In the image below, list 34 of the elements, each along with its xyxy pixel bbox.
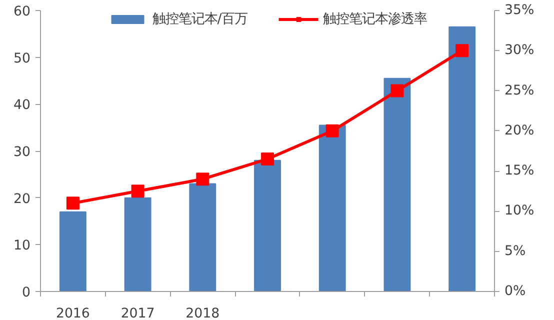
y2-tick-label: 10% — [504, 204, 534, 219]
point — [390, 84, 404, 98]
point — [456, 44, 469, 58]
bar — [254, 160, 281, 292]
y2-tick-label: 5% — [504, 244, 526, 259]
point — [326, 124, 339, 138]
bar — [124, 197, 152, 292]
bar — [318, 124, 346, 292]
y-tick-label: 40 — [14, 98, 31, 114]
x-tick-label: 2017 — [120, 306, 155, 320]
y-tick-label: 10 — [14, 238, 31, 254]
bar — [448, 26, 476, 292]
y-tick-label: 0 — [22, 286, 31, 300]
legend-label: 触控笔记本/百万 — [152, 10, 248, 28]
x-tick-label: 2018 — [186, 306, 220, 320]
y-tick-label: 20 — [14, 192, 31, 207]
y2-tick-label: 0% — [504, 284, 526, 299]
x-tick-label: 2016 — [56, 306, 90, 320]
y-tick-label: 30 — [14, 145, 31, 160]
y2-tick-label: 25% — [504, 83, 534, 98]
legend-label: 触控笔记本渗透率 — [322, 10, 427, 28]
point — [261, 152, 274, 166]
bar — [384, 78, 411, 292]
y-tick-label: 50 — [14, 51, 31, 66]
point — [196, 172, 210, 186]
y-tick-label: 60 — [14, 4, 31, 20]
y2-tick-label: 20% — [504, 123, 534, 138]
point — [131, 184, 144, 198]
bar — [59, 211, 86, 292]
bar — [189, 183, 216, 292]
point — [66, 196, 80, 210]
y2-tick-label: 35% — [504, 3, 534, 18]
y2-tick-label: 30% — [504, 43, 534, 58]
y2-tick-label: 15% — [504, 164, 534, 179]
